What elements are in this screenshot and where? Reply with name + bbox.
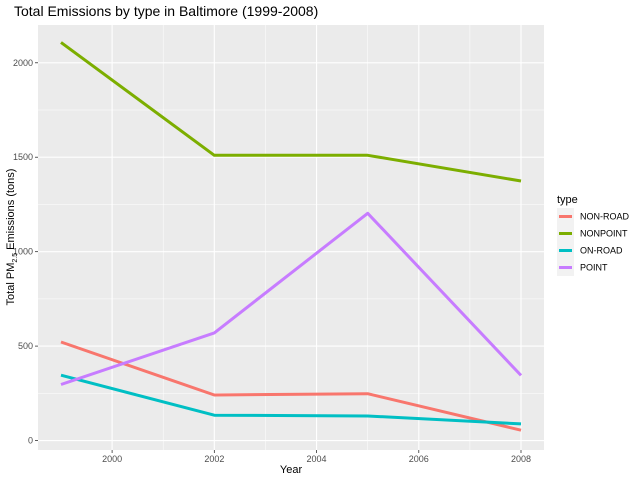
- x-tick-label: 2006: [409, 454, 429, 464]
- y-axis-title-prefix: Total PM: [5, 263, 17, 306]
- legend-label-point: POINT: [580, 263, 608, 273]
- y-axis-title: Total PM2.5 Emissions (tons): [5, 169, 19, 306]
- legend-label-non-road: NON-ROAD: [580, 212, 629, 222]
- x-tick-label: 2002: [204, 454, 224, 464]
- x-tick-label: 2000: [102, 454, 122, 464]
- y-axis-title-suffix: Emissions (tons): [5, 169, 17, 253]
- series-line-on-road: [60, 373, 522, 426]
- series-lines: [60, 41, 523, 432]
- y-tick-label: 2000: [13, 58, 33, 68]
- x-tick-label: 2004: [307, 454, 327, 464]
- legend-label-nonpoint: NONPOINT: [580, 229, 628, 239]
- y-tick-label: 1500: [13, 152, 33, 162]
- major-gridlines: [38, 25, 544, 450]
- legend-label-on-road: ON-ROAD: [580, 246, 623, 256]
- y-axis-ticks: 0 500 1000 1500 2000: [13, 58, 38, 446]
- plot-panel: [38, 25, 544, 450]
- legend-title: type: [557, 194, 578, 206]
- y-axis-title-subscript: 2.5: [12, 253, 19, 263]
- y-tick-label: 1000: [13, 247, 33, 257]
- y-tick-label: 500: [18, 341, 33, 351]
- legend: NON-ROAD NONPOINT ON-ROAD POINT: [557, 208, 629, 276]
- series-line-nonpoint: [60, 41, 522, 183]
- chart-title: Total Emissions by type in Baltimore (19…: [14, 3, 318, 19]
- x-axis-ticks: 2000 2002 2004 2006 2008: [102, 450, 531, 464]
- series-line-point: [60, 211, 523, 386]
- x-tick-label: 2008: [511, 454, 531, 464]
- series-line-non-road: [60, 340, 522, 432]
- x-axis-title: Year: [280, 464, 303, 476]
- y-tick-label: 0: [28, 436, 33, 446]
